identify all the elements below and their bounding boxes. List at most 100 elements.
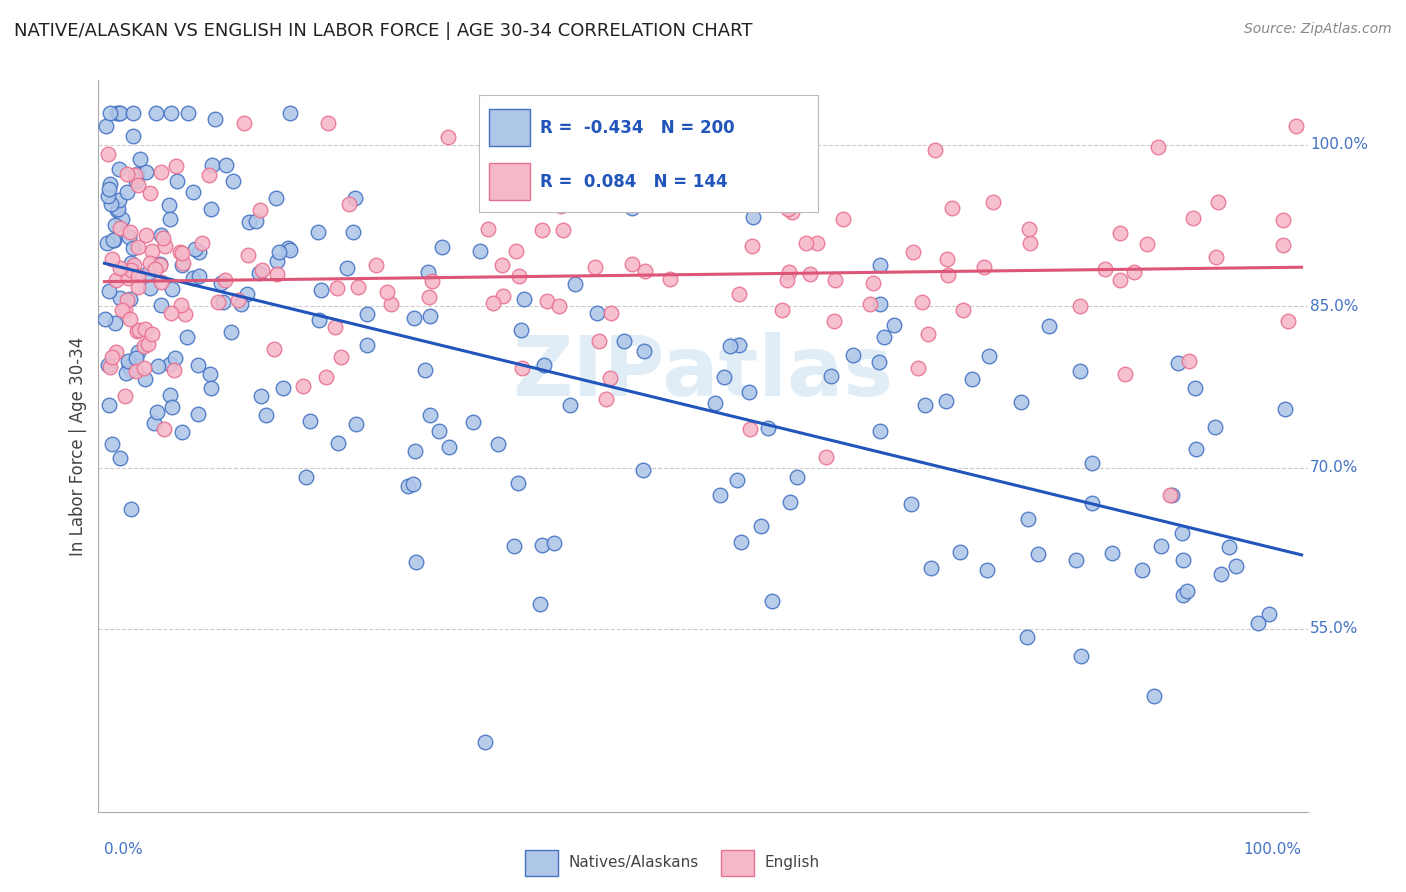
Point: [236, 248, 259, 262]
Text: 55.0%: 55.0%: [1310, 622, 1358, 636]
Point: [907, 360, 929, 375]
Text: 85.0%: 85.0%: [1310, 299, 1358, 314]
Point: [315, 369, 337, 384]
Point: [1038, 319, 1060, 334]
Point: [104, 219, 127, 233]
Point: [776, 273, 799, 287]
Point: [356, 307, 378, 321]
Point: [1015, 630, 1038, 644]
Point: [823, 314, 845, 328]
Point: [149, 258, 172, 272]
Text: 100.0%: 100.0%: [1243, 842, 1302, 857]
Point: [920, 561, 942, 575]
Point: [125, 364, 148, 378]
Point: [1173, 588, 1195, 602]
Point: [128, 323, 150, 337]
Point: [153, 422, 176, 436]
Point: [780, 205, 803, 219]
Point: [214, 273, 236, 287]
Point: [97, 189, 120, 203]
Point: [110, 292, 132, 306]
Point: [405, 555, 427, 569]
Point: [1159, 488, 1181, 502]
Point: [901, 244, 924, 259]
Point: [219, 326, 242, 340]
Point: [181, 186, 204, 200]
Point: [437, 441, 460, 455]
Point: [141, 244, 163, 258]
Point: [530, 222, 553, 236]
Point: [146, 404, 169, 418]
Point: [1123, 264, 1146, 278]
Point: [550, 199, 572, 213]
Point: [979, 349, 1001, 363]
Point: [200, 381, 222, 395]
Point: [770, 302, 793, 317]
Point: [308, 312, 330, 326]
Point: [842, 348, 865, 362]
Point: [486, 437, 509, 451]
Point: [96, 236, 118, 251]
Text: ZIPatlas: ZIPatlas: [513, 333, 893, 413]
Point: [468, 244, 491, 259]
Point: [543, 535, 565, 549]
Point: [1271, 238, 1294, 252]
Point: [125, 351, 148, 365]
Point: [342, 225, 364, 239]
Point: [188, 245, 211, 260]
Point: [1208, 195, 1230, 210]
Point: [1149, 539, 1171, 553]
Point: [111, 303, 134, 318]
Point: [869, 258, 891, 272]
Point: [560, 398, 582, 412]
Point: [134, 371, 156, 385]
Point: [380, 297, 402, 311]
Point: [121, 241, 143, 255]
Point: [209, 276, 232, 290]
Point: [172, 258, 194, 272]
Point: [869, 297, 891, 311]
Point: [1160, 488, 1182, 502]
Point: [530, 537, 553, 551]
Point: [703, 396, 725, 410]
Point: [247, 266, 270, 280]
Point: [94, 120, 117, 134]
Point: [377, 285, 399, 299]
Point: [728, 287, 751, 301]
Y-axis label: In Labor Force | Age 30-34: In Labor Force | Age 30-34: [69, 336, 87, 556]
Point: [551, 223, 574, 237]
Point: [613, 334, 636, 349]
Point: [326, 436, 349, 450]
Point: [228, 293, 250, 307]
Point: [118, 311, 141, 326]
Point: [973, 260, 995, 274]
Point: [883, 318, 905, 332]
Point: [120, 256, 142, 270]
Point: [135, 228, 157, 243]
Point: [564, 277, 586, 291]
Point: [110, 450, 132, 465]
Point: [134, 321, 156, 335]
Point: [159, 388, 181, 402]
Point: [756, 420, 779, 434]
Point: [238, 215, 260, 229]
Point: [101, 252, 124, 267]
Point: [159, 211, 181, 226]
Text: 100.0%: 100.0%: [1310, 137, 1368, 153]
Point: [299, 414, 322, 428]
Point: [631, 463, 654, 477]
Point: [316, 116, 339, 130]
Point: [335, 261, 357, 276]
Point: [97, 147, 120, 161]
Point: [1028, 547, 1050, 561]
Point: [1130, 563, 1153, 577]
Point: [115, 366, 138, 380]
Point: [278, 243, 301, 257]
Point: [1018, 222, 1040, 236]
Point: [198, 169, 221, 183]
Point: [620, 257, 643, 271]
Point: [145, 105, 167, 120]
Point: [136, 337, 159, 351]
Point: [1247, 616, 1270, 631]
Point: [114, 388, 136, 402]
